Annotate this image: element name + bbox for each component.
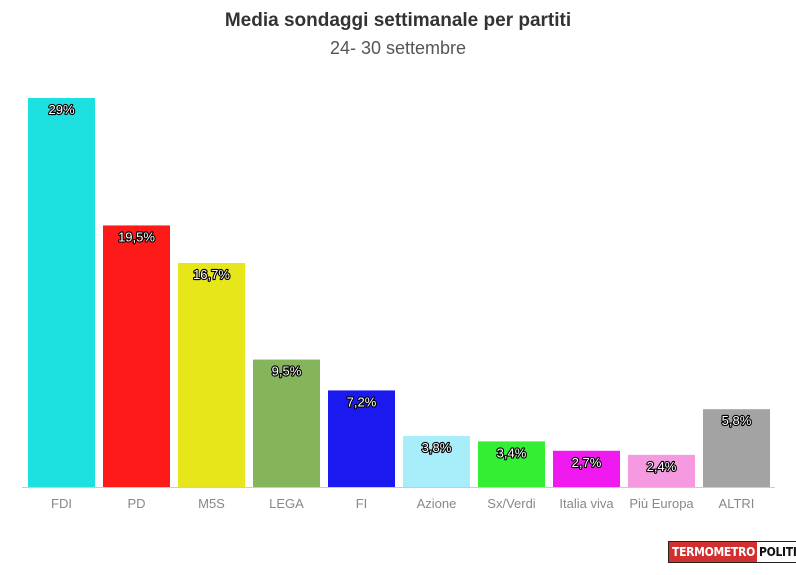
logo-part-b: POLITICO — [756, 542, 796, 562]
bar-9 — [703, 409, 770, 487]
bar-8 — [628, 454, 695, 487]
x-tick-label-9: ALTRI — [719, 496, 755, 511]
x-tick-label-2: M5S — [198, 496, 225, 511]
chart-title: Media sondaggi settimanale per partiti — [224, 10, 572, 31]
bar-3 — [253, 359, 320, 487]
data-label-2: 16,7% — [193, 267, 230, 282]
x-tick-label-7: Italia viva — [559, 496, 614, 511]
termometro-politico-logo: TERMOMETRO POLITICO — [668, 541, 796, 563]
x-tick-label-0: FDI — [51, 496, 72, 511]
chart-subtitle: 24- 30 settembre — [329, 38, 467, 58]
x-tick-label-1: PD — [127, 496, 145, 511]
bar-0 — [28, 98, 95, 487]
data-label-6: 3,4% — [497, 445, 527, 460]
x-tick-label-6: Sx/Verdi — [487, 496, 536, 511]
bar-5 — [403, 436, 470, 487]
data-label-1: 19,5% — [118, 229, 155, 244]
data-label-7: 2,7% — [572, 455, 602, 470]
bar-1 — [103, 225, 170, 487]
bar-2 — [178, 262, 245, 487]
x-tick-label-8: Più Europa — [629, 496, 694, 511]
data-label-5: 3,8% — [422, 440, 452, 455]
data-label-4: 7,2% — [347, 394, 377, 409]
bar-4 — [328, 390, 395, 487]
data-label-8: 2,4% — [647, 459, 677, 474]
data-label-3: 9,5% — [272, 364, 302, 379]
x-tick-label-4: FI — [356, 496, 368, 511]
x-tick-label-5: Azione — [417, 496, 457, 511]
bar-6 — [478, 441, 545, 487]
bar-7 — [553, 450, 620, 487]
logo-part-a: TERMOMETRO — [669, 542, 757, 562]
data-label-9: 5,8% — [722, 413, 752, 428]
x-tick-label-3: LEGA — [269, 496, 304, 511]
data-label-0: 29% — [48, 102, 74, 117]
